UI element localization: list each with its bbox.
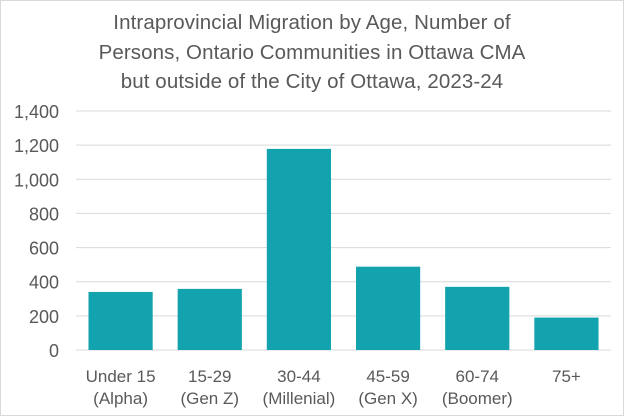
chart-title-line-3: but outside of the City of Ottawa, 2023-… [120, 70, 504, 93]
x-tick-label: (Alpha) [93, 389, 148, 408]
x-tick-label: (Gen X) [358, 389, 418, 408]
y-tick-label: 1,200 [14, 136, 59, 156]
x-tick-label: Under 15 [86, 367, 156, 386]
x-tick-label: (Boomer) [442, 389, 513, 408]
y-tick-label: 400 [29, 273, 59, 293]
bar [177, 288, 242, 350]
chart-title-line-2: Persons, Ontario Communities in Ottawa C… [98, 41, 526, 64]
bar [266, 148, 332, 350]
x-tick-label: 45-59 [366, 367, 409, 386]
x-tick-label: (Gen Z) [180, 389, 239, 408]
bar [355, 266, 421, 350]
x-axis-ticks: Under 15 (Alpha) 15-29 (Gen Z) 30-44 (Milleni… [86, 367, 581, 408]
y-tick-label: 600 [29, 239, 59, 259]
bar [534, 317, 599, 350]
gridlines [76, 110, 611, 351]
x-tick-label: (Millenial) [263, 389, 336, 408]
y-tick-label: 1,000 [14, 170, 59, 190]
y-tick-label: 1,400 [14, 102, 59, 122]
x-tick-label: 15-29 [188, 367, 231, 386]
chart-title-line-1: Intraprovincial Migration by Age, Number… [113, 11, 511, 34]
y-tick-label: 0 [49, 341, 59, 361]
bar [88, 291, 153, 350]
x-tick-label: 75+ [552, 367, 581, 386]
bar [445, 286, 510, 350]
x-tick-label: 30-44 [277, 367, 320, 386]
y-tick-label: 800 [29, 204, 59, 224]
y-axis-ticks: 0 200 400 600 800 1,000 1,200 1,400 [14, 102, 59, 361]
x-tick-label: 60-74 [456, 367, 499, 386]
bars [88, 148, 599, 350]
y-tick-label: 200 [29, 307, 59, 327]
